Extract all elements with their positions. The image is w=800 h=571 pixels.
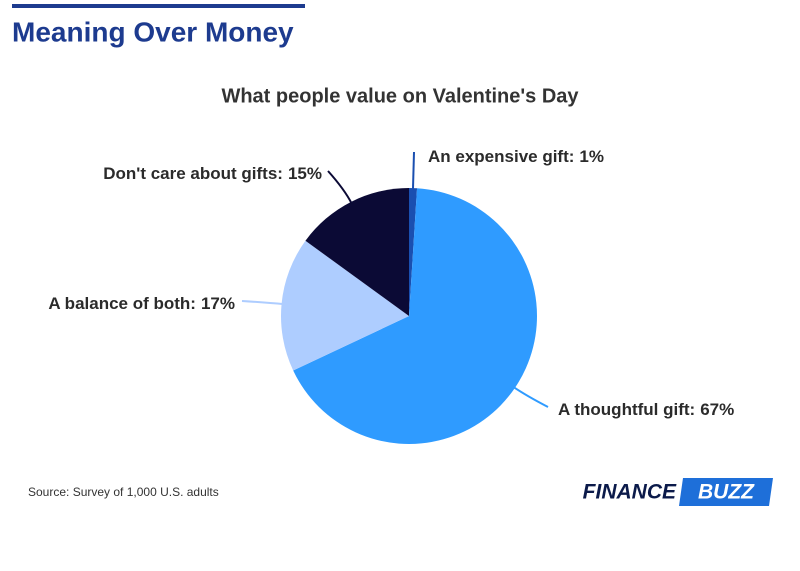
slice-label-value: 17% [201,294,235,313]
pie-slice [409,188,418,316]
leader-line [411,151,415,191]
leader-line [512,385,549,408]
leader-line [241,300,284,306]
leader-line [327,170,353,205]
slice-label-name: Don't care about gifts: [103,164,283,183]
slice-label-name: A balance of both: [48,294,196,313]
header-rule [12,4,305,8]
slice-label: An expensive gift: 1% [428,147,604,166]
logo-left: FINANCE [583,481,677,504]
slice-label-value: 15% [288,164,322,183]
source: Source: Survey of 1,000 U.S. adults [28,485,219,499]
pie-slice [305,188,409,316]
pie-slice [293,188,538,444]
logo-right: BUZZ [698,481,755,504]
slice-label-value: 1% [579,147,604,166]
logo: FINANCE BUZZ [583,478,773,506]
slice-label-value: 67% [700,400,734,419]
slice-label: A thoughtful gift: 67% [558,400,734,419]
pie-slice [281,240,409,371]
slice-label: Don't care about gifts: 15% [103,164,322,183]
chart-title: What people value on Valentine's Day [221,85,579,107]
header-title: Meaning Over Money [12,16,294,47]
slice-label-name: A thoughtful gift: [558,400,695,419]
logo-box [679,478,773,506]
slice-label: A balance of both: 17% [48,294,235,313]
slice-label-name: An expensive gift: [428,147,574,166]
